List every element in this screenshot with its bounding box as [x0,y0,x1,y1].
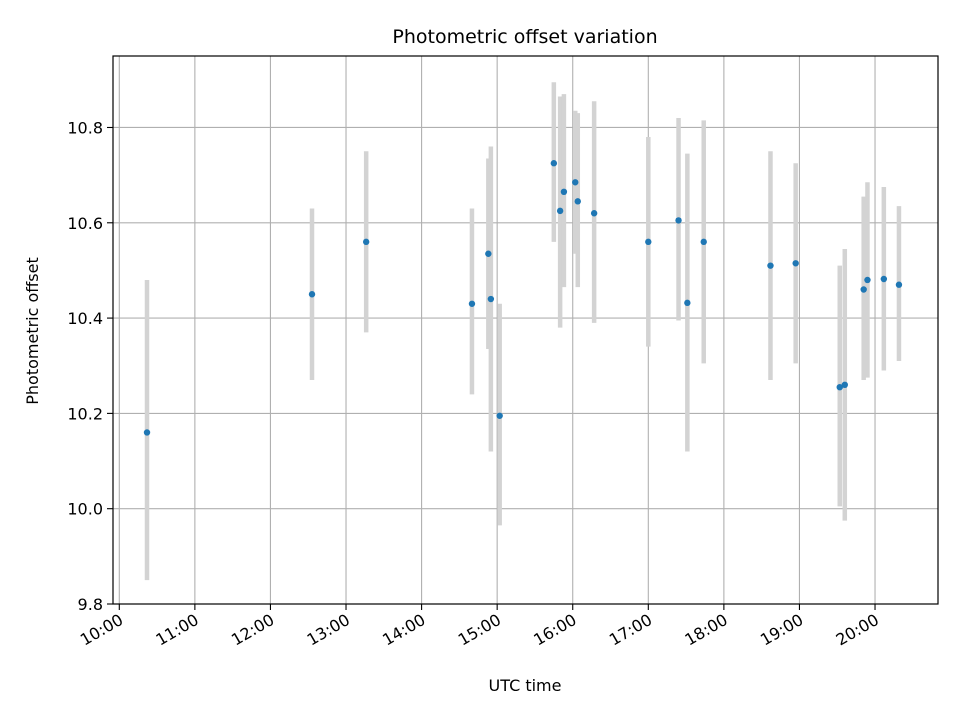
y-tick-label: 10.2 [67,404,103,423]
x-axis-label: UTC time [489,676,562,695]
plot-frame [112,55,939,605]
y-axis-label: Photometric offset [23,257,42,405]
data-point [574,198,581,205]
data-point [675,217,682,224]
data-point [860,286,867,293]
data-point [143,429,151,436]
data-points [143,160,903,436]
y-tick-label: 10.8 [67,118,103,137]
data-point [590,210,598,217]
y-tick-label: 10.6 [67,214,103,233]
data-point [792,260,799,267]
data-point [362,238,370,246]
data-point [556,207,564,215]
data-point [700,238,707,246]
data-point [487,295,495,303]
data-point [864,276,871,284]
y-tick-label: 10.0 [67,500,103,519]
data-point [836,383,843,391]
data-point [496,412,503,419]
data-point [895,281,903,288]
data-point [645,238,652,246]
y-axis-ticks: 9.8 10.0 10.2 10.4 10.6 10.8 [67,118,113,614]
data-point [684,299,691,307]
data-point [468,300,476,307]
data-point [550,160,558,167]
data-point [841,381,848,388]
data-point [767,262,774,269]
data-point [308,291,316,298]
y-tick-label: 10.4 [67,309,103,328]
y-tick-label: 9.8 [78,595,103,614]
data-point [560,188,568,196]
chart-title: Photometric offset variation [392,26,657,48]
data-point [485,250,492,257]
data-point [880,275,888,283]
data-point [572,179,579,186]
